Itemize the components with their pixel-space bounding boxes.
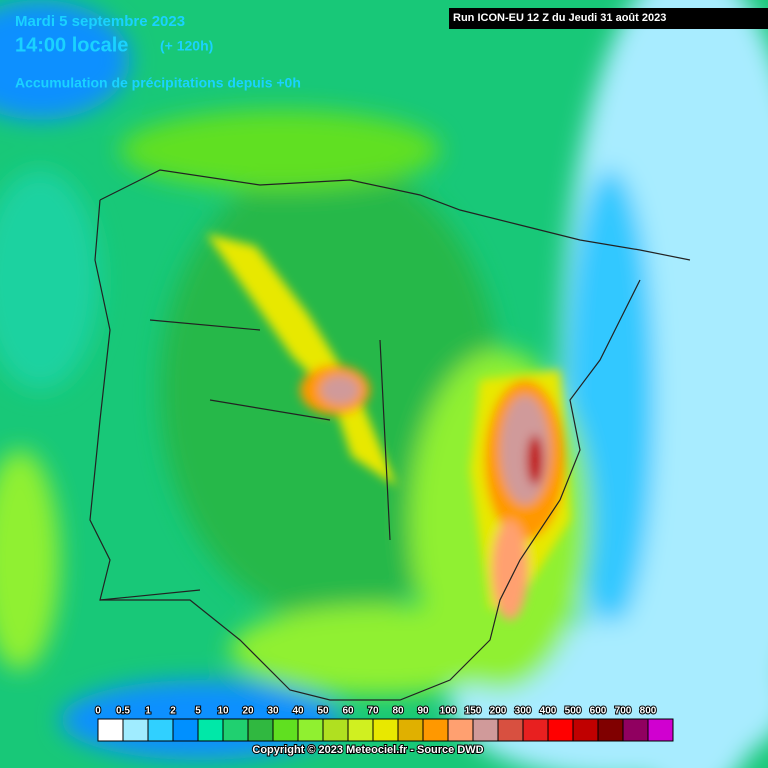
- legend-swatch: [97, 718, 124, 742]
- legend-label: 300: [515, 706, 532, 717]
- coastlines: [89, 169, 691, 701]
- legend-swatch: [597, 718, 624, 742]
- legend-label: 80: [392, 706, 404, 717]
- legend-swatch: [322, 718, 349, 742]
- legend-label: 800: [640, 706, 657, 717]
- run: Run ICON-EU 12 Z du Jeudi 31 août 2023: [453, 12, 666, 24]
- legend-swatch: [647, 718, 674, 742]
- legend-label: 0: [95, 706, 101, 717]
- legend-label: 40: [292, 706, 304, 717]
- legend-swatch: [397, 718, 424, 742]
- legend-label: 500: [565, 706, 582, 717]
- legend-swatch: [372, 718, 399, 742]
- time: 14:00 locale: [15, 34, 128, 56]
- legend-swatch: [547, 718, 574, 742]
- copyright: Copyright © 2023 Meteociel.fr - Source D…: [252, 744, 483, 756]
- legend-label: 700: [615, 706, 632, 717]
- legend-swatch: [447, 718, 474, 742]
- legend-label: 10: [217, 706, 229, 717]
- legend-label: 200: [490, 706, 507, 717]
- legend-swatch: [222, 718, 249, 742]
- run-box: [449, 8, 768, 29]
- date: Mardi 5 septembre 2023: [15, 13, 185, 30]
- product: Accumulation de précipitations depuis +0…: [15, 75, 301, 91]
- legend-swatch: [347, 718, 374, 742]
- legend-swatch: [572, 718, 599, 742]
- legend-label: 50: [317, 706, 329, 717]
- legend-swatch: [272, 718, 299, 742]
- legend-swatch: [522, 718, 549, 742]
- legend-swatch: [497, 718, 524, 742]
- legend-swatch: [622, 718, 649, 742]
- legend-label: 5: [195, 706, 201, 717]
- legend-label: 0.5: [116, 706, 130, 717]
- legend-swatch: [247, 718, 274, 742]
- legend-label: 90: [417, 706, 429, 717]
- legend-label: 150: [465, 706, 482, 717]
- legend-label: 20: [242, 706, 254, 717]
- legend-label: 100: [440, 706, 457, 717]
- legend-swatch: [422, 718, 449, 742]
- legend-label: 70: [367, 706, 379, 717]
- legend-label: 30: [267, 706, 279, 717]
- legend-swatch: [472, 718, 499, 742]
- legend-swatch: [147, 718, 174, 742]
- legend-swatch: [122, 718, 149, 742]
- lead: (+ 120h): [160, 38, 213, 54]
- legend-label: 60: [342, 706, 354, 717]
- legend-label: 2: [170, 706, 176, 717]
- legend-swatch: [172, 718, 199, 742]
- legend-swatch: [197, 718, 224, 742]
- legend-label: 1: [145, 706, 151, 717]
- legend-swatch: [297, 718, 324, 742]
- precip-core: [206, 233, 570, 620]
- legend-label: 600: [590, 706, 607, 717]
- legend-label: 400: [540, 706, 557, 717]
